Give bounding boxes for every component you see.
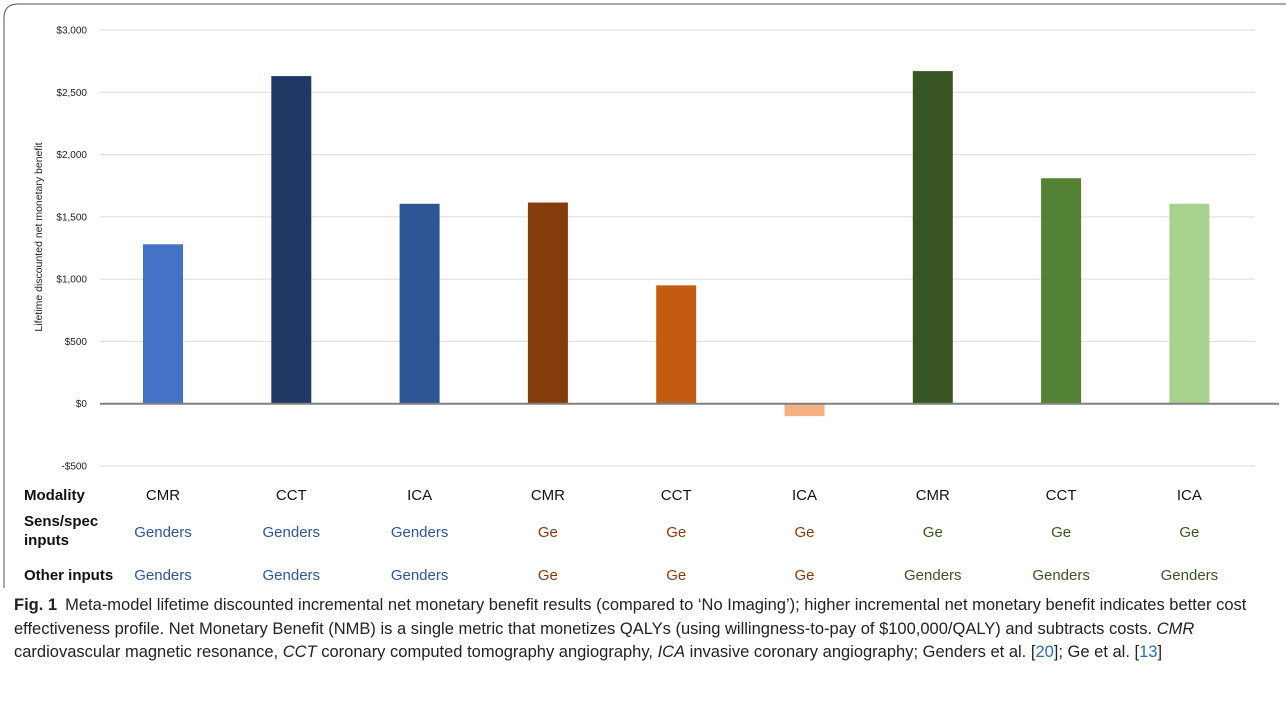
sens-spec-input: Ge (1179, 524, 1199, 541)
bar (784, 403, 825, 417)
sens-spec-input: Ge (794, 524, 814, 541)
other-input: Genders (263, 567, 321, 584)
row-label-other-inputs: Other inputs (24, 567, 113, 584)
modality-label: ICA (792, 487, 817, 504)
y-tick-label: $2,000 (56, 150, 87, 161)
bars (143, 71, 1210, 417)
y-axis-label: Lifetime discounted net monetary benefit (33, 142, 45, 331)
modality-label: CCT (276, 487, 307, 504)
bar (656, 285, 697, 404)
y-tick-label: $3,000 (56, 26, 87, 37)
y-tick-label: $0 (76, 399, 88, 410)
modality-label: CCT (1046, 487, 1077, 504)
figure-border (3, 3, 1286, 588)
y-tick-label: $500 (65, 337, 88, 348)
figure-caption: Fig. 1 Meta-model lifetime discounted inc… (14, 594, 1269, 665)
modality-label: CMR (531, 487, 565, 504)
y-tick-label: $1,000 (56, 275, 87, 286)
other-input: Ge (794, 567, 814, 584)
modality-label: CMR (916, 487, 950, 504)
input-table: Modality Sens/spec inputs Other inputs C… (24, 487, 1218, 584)
abbr-cmr: CMR (1156, 619, 1195, 638)
y-tick-label: $2,500 (56, 88, 87, 99)
bar (1169, 203, 1210, 404)
y-tick-labels: -$500 $0 $500 $1,000 $1,500 $2,000 $2,500 $3,00… (56, 26, 87, 473)
caption-end: ] (1157, 643, 1163, 661)
other-input: Genders (1032, 567, 1090, 584)
bar (399, 203, 440, 404)
sens-spec-input: Ge (666, 524, 686, 541)
y-tick-label: $1,500 (56, 212, 87, 223)
sens-spec-input: Ge (1051, 524, 1071, 541)
modality-label: CMR (146, 487, 180, 504)
sens-spec-input: Genders (263, 524, 321, 541)
sens-spec-input: Ge (923, 524, 943, 541)
bar (912, 71, 953, 404)
reference-link-13[interactable]: 13 (1139, 643, 1158, 661)
bar (271, 76, 312, 404)
row-label-sens-spec-2: inputs (24, 532, 69, 549)
y-tick-label: -$500 (61, 462, 87, 473)
modality-label: ICA (1177, 487, 1202, 504)
caption-text: Meta-model lifetime discounted increment… (14, 596, 1247, 638)
sens-spec-input: Genders (391, 524, 449, 541)
caption-mid: ]; Ge et al. [ (1053, 643, 1140, 661)
abbr-ica: ICA (657, 643, 686, 661)
row-label-modality: Modality (24, 487, 85, 504)
other-input: Genders (1161, 567, 1219, 584)
modality-label: CCT (661, 487, 692, 504)
other-input: Ge (666, 567, 686, 584)
def-cct: coronary computed tomography angiography… (316, 643, 658, 661)
bar (1041, 178, 1082, 404)
row-label-sens-spec-1: Sens/spec (24, 513, 98, 530)
sens-spec-input: Genders (134, 524, 192, 541)
def-ica: invasive coronary angiography; Genders e… (685, 643, 1036, 661)
def-cmr: cardiovascular magnetic resonance, (14, 643, 283, 661)
figure-number: Fig. 1 (14, 596, 58, 614)
reference-link-20[interactable]: 20 (1035, 643, 1054, 661)
other-input: Ge (538, 567, 558, 584)
bar (527, 202, 568, 404)
other-input: Genders (134, 567, 192, 584)
abbr-cct: CCT (282, 643, 317, 661)
modality-label: ICA (407, 487, 432, 504)
sens-spec-input: Ge (538, 524, 558, 541)
other-input: Genders (391, 567, 449, 584)
bar (143, 244, 183, 404)
other-input: Genders (904, 567, 962, 584)
